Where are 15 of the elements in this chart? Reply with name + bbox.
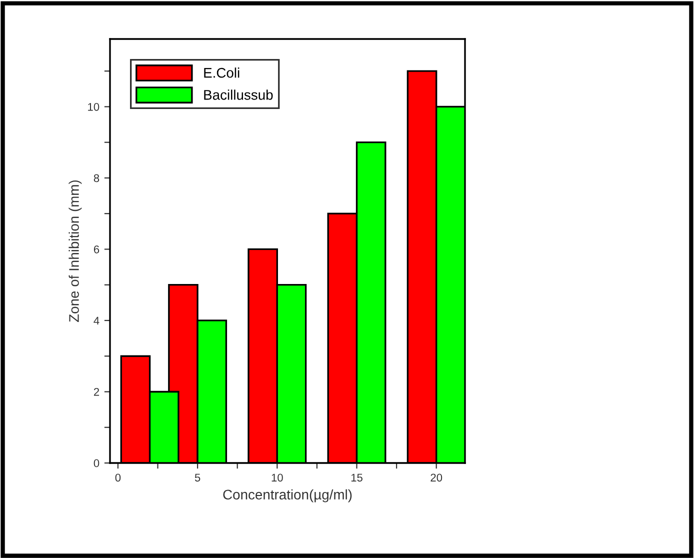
x-tick-label: 15	[351, 474, 362, 482]
x-tick-label: 20	[430, 474, 442, 482]
x-tick-label: 0	[115, 474, 121, 482]
y-axis-title: Zone of Inhibition (mm)	[68, 180, 82, 322]
x-axis-title: Concentration(µg/ml)	[223, 489, 352, 502]
y-tick-label: 6	[94, 245, 100, 254]
y-tick-label: 2	[94, 388, 100, 396]
x-tick-label: 10	[272, 474, 283, 482]
legend-label: Bacillussub	[204, 90, 273, 100]
x-tick-label: 5	[194, 474, 200, 482]
y-tick-label: 4	[94, 316, 100, 325]
y-tick-label: 8	[94, 174, 100, 182]
y-tick-label: 10	[88, 102, 100, 111]
legend-label: E.Coli	[204, 68, 240, 78]
y-tick-label: 0	[94, 459, 100, 468]
